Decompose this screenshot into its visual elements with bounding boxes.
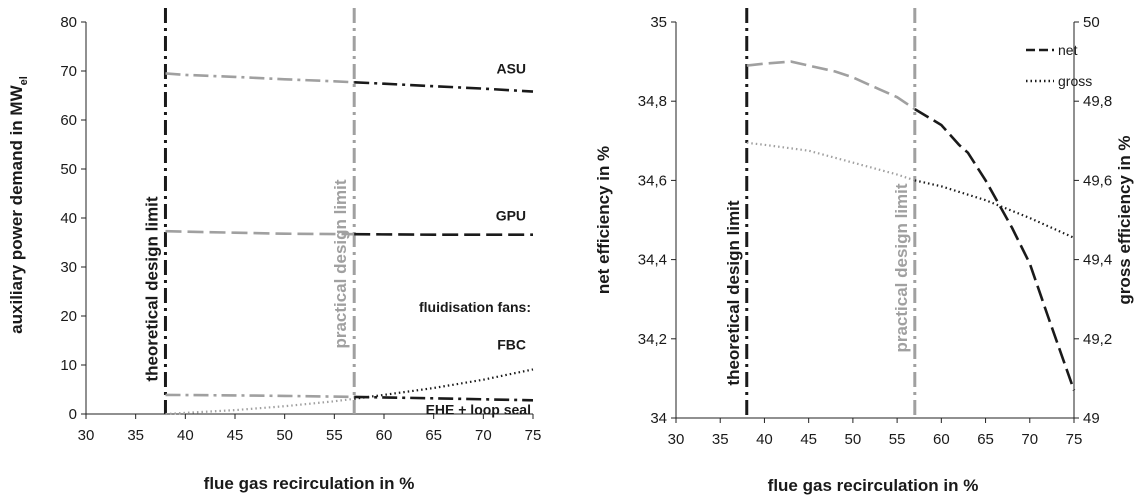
y2-tick-label: 49,8 (1083, 93, 1112, 110)
y-axis-title-left: net efficiency in % (594, 146, 613, 294)
series-net-before-limit (746, 60, 916, 111)
x-tick-label: 65 (977, 431, 994, 448)
y2-tick-label: 49,4 (1083, 252, 1112, 269)
annotation-ehe-loop-seal: EHE + loop seal (426, 401, 531, 417)
annotation-fluidisation-fans: fluidisation fans: (419, 299, 531, 315)
y-tick-label: 50 (60, 161, 77, 178)
series-ehe-loop-seal-before-limit (165, 393, 355, 399)
x-tick-label: 45 (800, 431, 817, 448)
x-tick-label: 45 (227, 427, 244, 444)
y-tick-label: 70 (60, 63, 77, 80)
y-tick-label: 34 (650, 410, 667, 427)
chart-aux-power: flue gas recirculation in % auxiliary po… (7, 8, 541, 493)
annotation-gpu: GPU (496, 207, 526, 223)
y2-tick-label: 49,6 (1083, 172, 1112, 189)
y-axis-title-right: gross efficiency in % (1115, 135, 1134, 304)
x-axis-title: flue gas recirculation in % (204, 474, 415, 493)
y2-tick-label: 50 (1083, 14, 1100, 31)
x-tick-label: 55 (889, 431, 906, 448)
y2-tick-label: 49 (1083, 410, 1100, 427)
y-tick-label: 30 (60, 259, 77, 276)
x-tick-label: 60 (933, 431, 950, 448)
x-tick-label: 75 (1066, 431, 1083, 448)
limit-label-theoretical: theoretical design limit (142, 196, 161, 381)
series-fbc-before-limit (165, 397, 355, 416)
y-tick-label: 34,2 (638, 331, 667, 348)
limit-label-practical: practical design limit (331, 179, 350, 348)
y-tick-label: 60 (60, 112, 77, 129)
series-net-after-limit (914, 107, 1076, 391)
series-asu-after-limit (354, 81, 534, 93)
y-tick-label: 40 (60, 210, 77, 227)
series-ehe-loop-seal-after-limit (354, 395, 534, 402)
x-tick-label: 60 (376, 427, 393, 444)
y-axis-title: auxiliary power demand in MWel (7, 76, 30, 334)
series-gross-after-limit (914, 179, 1075, 239)
x-tick-label: 35 (712, 431, 729, 448)
x-axis-title: flue gas recirculation in % (768, 476, 979, 495)
legend: net gross (1026, 42, 1092, 89)
x-tick-label: 50 (845, 431, 862, 448)
y-tick-label: 0 (69, 406, 77, 423)
x-tick-label: 70 (475, 427, 492, 444)
legend-gross-label: gross (1058, 73, 1092, 89)
x-tick-label: 40 (177, 427, 194, 444)
y-tick-label: 10 (60, 357, 77, 374)
legend-net-label: net (1058, 42, 1078, 58)
series-asu-before-limit (165, 72, 355, 84)
annotation-fbc: FBC (497, 336, 526, 352)
y2-tick-label: 49,2 (1083, 331, 1112, 348)
y-tick-label: 34,8 (638, 93, 667, 110)
x-tick-label: 75 (525, 427, 542, 444)
x-tick-label: 30 (668, 431, 685, 448)
x-tick-label: 50 (276, 427, 293, 444)
y-tick-label: 34,6 (638, 172, 667, 189)
series-gross-before-limit (746, 141, 916, 182)
chart-efficiency: flue gas recirculation in % net efficien… (594, 8, 1134, 495)
series-gpu-before-limit (165, 229, 355, 236)
annotation-asu: ASU (496, 60, 526, 76)
y-tick-label: 34,4 (638, 252, 667, 269)
y-tick-label: 80 (60, 14, 77, 31)
series-gpu-after-limit (354, 232, 533, 236)
x-tick-label: 65 (425, 427, 442, 444)
y-axis-title-subscript: el (18, 76, 30, 85)
x-tick-label: 30 (78, 427, 95, 444)
x-tick-label: 35 (127, 427, 144, 444)
limit-label-theoretical: theoretical design limit (724, 200, 743, 385)
x-tick-label: 55 (326, 427, 343, 444)
series-fbc-after-limit (354, 368, 534, 400)
x-tick-label: 70 (1021, 431, 1038, 448)
limit-label-practical: practical design limit (892, 183, 911, 352)
y-tick-label: 20 (60, 308, 77, 325)
x-tick-label: 40 (756, 431, 773, 448)
y-tick-label: 35 (650, 14, 667, 31)
